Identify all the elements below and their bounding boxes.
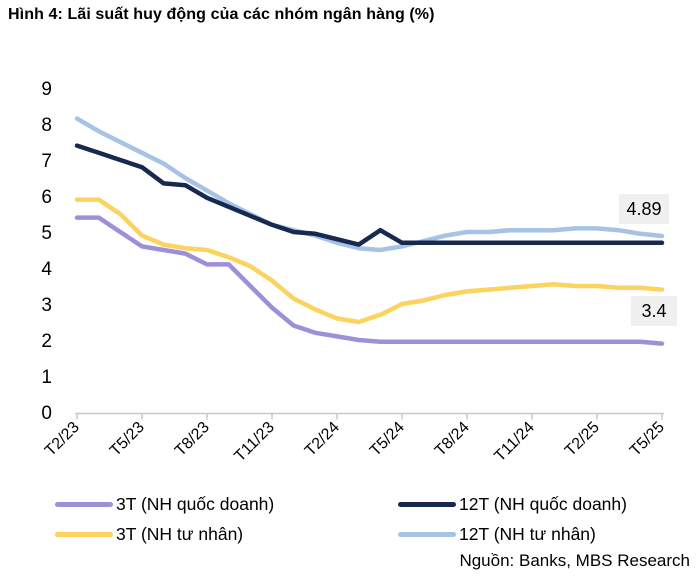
x-axis-label: T11/24: [491, 419, 537, 465]
y-axis-label: 2: [41, 331, 52, 352]
y-axis-label: 8: [41, 115, 52, 136]
x-axis-label: T2/23: [42, 419, 83, 460]
y-axis-label: 3: [41, 295, 52, 316]
legend-swatch-state-12m: [398, 501, 456, 507]
x-axis-label: T2/25: [562, 419, 603, 460]
x-axis-label: T8/23: [172, 419, 213, 460]
series-line-state_3m: [74, 215, 665, 346]
series-line-private_3m: [74, 197, 665, 325]
legend-swatch-private-3m: [55, 531, 113, 537]
legend-swatch-state-3m: [55, 501, 113, 507]
x-axis-label: T5/23: [107, 419, 148, 460]
legend-swatch-private-12m: [398, 531, 456, 537]
x-axis-label: T5/25: [627, 419, 668, 460]
chart-legend: 3T (NH quốc doanh) 12T (NH quốc doanh) 3…: [55, 492, 627, 546]
legend-item-3t-quoc-doanh: 3T (NH quốc doanh): [55, 492, 398, 516]
x-axis-label: T8/24: [432, 419, 473, 460]
data-label-box: [619, 194, 669, 224]
data-label-box: [631, 296, 677, 326]
data-label-value: 3.4: [641, 301, 666, 321]
rate-line-chart: 0 1 2 3 4 5 6 7 8 9 T2/23 T5/23 T8/23 T11/23 T2/24 T5/2…: [41, 79, 677, 465]
y-axis-label: 0: [41, 403, 52, 424]
y-axis-label: 4: [41, 259, 52, 280]
y-axis-label: 7: [41, 151, 52, 172]
chart-title: Hình 4: Lãi suất huy động của các nhóm n…: [8, 6, 435, 23]
data-label-value: 4.89: [626, 199, 661, 219]
legend-item-3t-tu-nhan: 3T (NH tư nhân): [55, 522, 398, 546]
legend-label: 12T (NH quốc doanh): [459, 493, 627, 514]
legend-item-12t-quoc-doanh: 12T (NH quốc doanh): [398, 492, 627, 516]
y-axis-label: 6: [41, 187, 52, 208]
y-axis-label: 1: [41, 367, 52, 388]
legend-label: 3T (NH tư nhân): [116, 523, 244, 544]
series-line-state_12m: [74, 143, 665, 247]
x-axis-label: T2/24: [302, 419, 343, 460]
source-note: Nguồn: Banks, MBS Research: [459, 551, 690, 570]
x-axis-label: T5/24: [367, 419, 408, 460]
legend-label: 3T (NH quốc doanh): [116, 493, 275, 514]
legend-item-12t-tu-nhan: 12T (NH tư nhân): [398, 522, 627, 546]
y-axis-label: 5: [41, 223, 52, 244]
y-axis-label: 9: [41, 79, 52, 100]
x-axis-label: T11/23: [231, 419, 277, 465]
legend-label: 12T (NH tư nhân): [459, 523, 596, 544]
series-line-private_12m: [74, 116, 665, 253]
